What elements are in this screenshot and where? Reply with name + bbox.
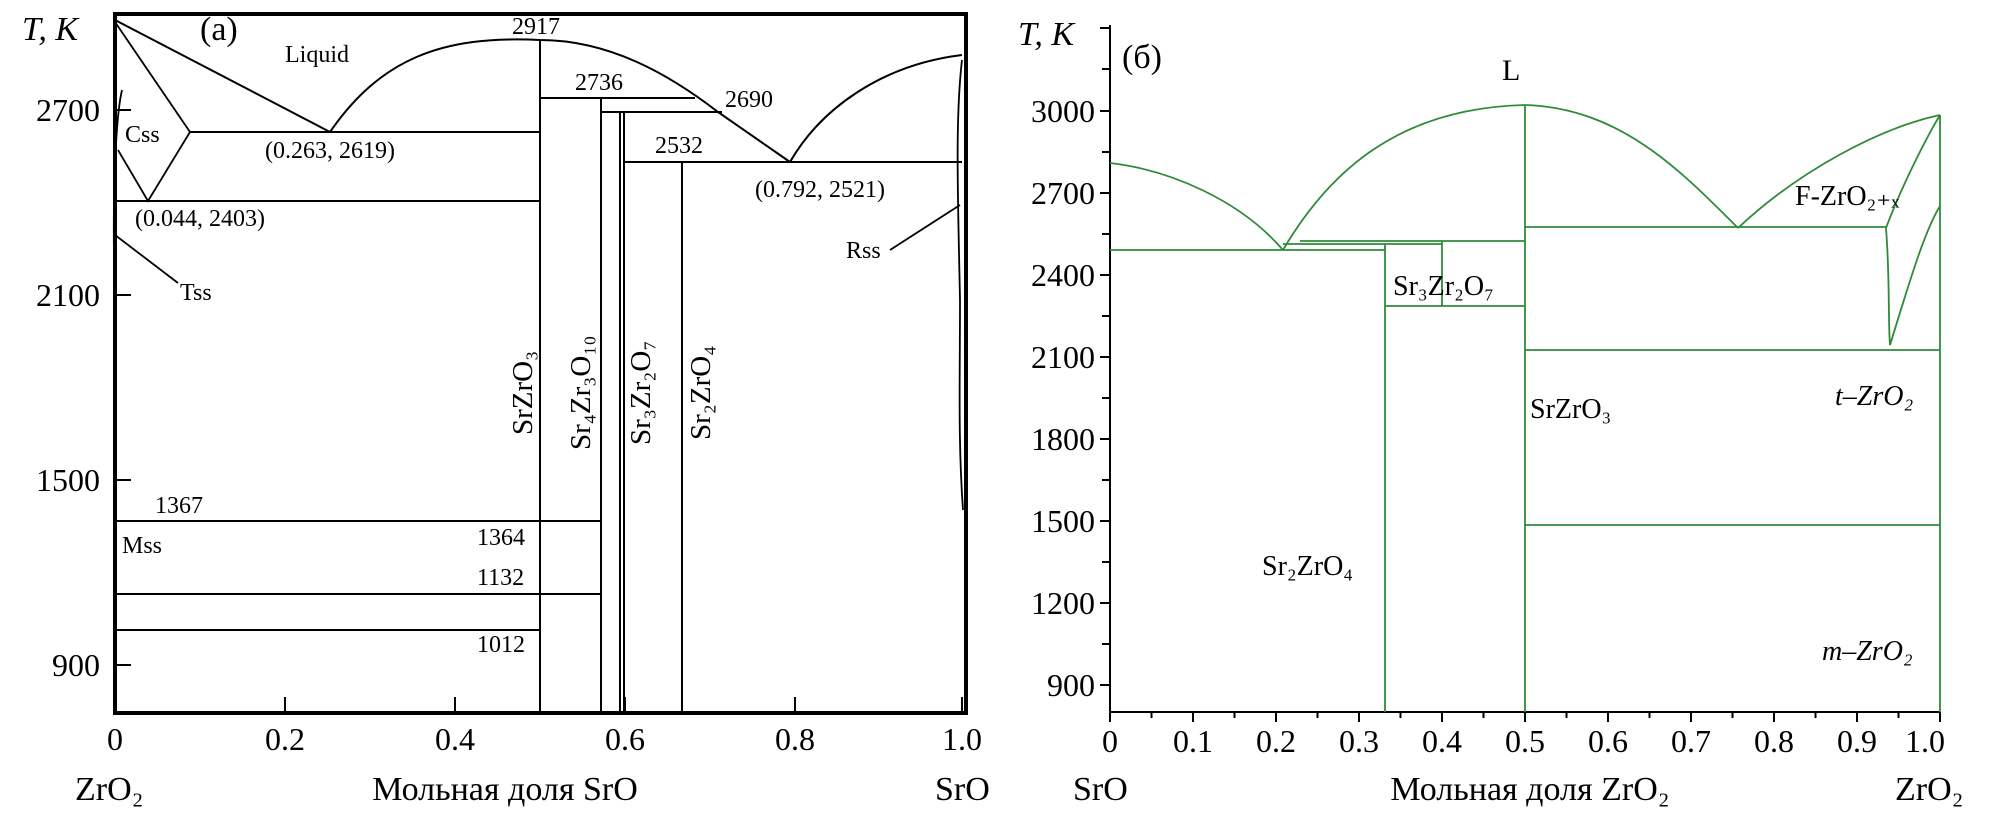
panel-b-phase-sr3zr2o7: Sr₃Zr₂O₇ <box>1393 271 1494 302</box>
panel-b-x-left-label: SrO <box>1073 771 1128 808</box>
panel-b-xtick-05: 0.5 <box>1505 723 1545 759</box>
panel-a-xtick-06: 0.6 <box>605 721 645 757</box>
panel-b-ytick-2100: 2100 <box>1031 339 1095 375</box>
panel-a-compound-label-sr4zr3o10: Sr₄Zr₃O₁₀ <box>565 335 597 450</box>
panel-b-x-ticks <box>1109 712 1941 722</box>
panel-b-xtick-06: 0.6 <box>1588 723 1628 759</box>
panel-b-liquidus-left <box>1109 162 1284 251</box>
panel-b-xlabel: Мольная доля ZrO₂ <box>1390 771 1669 808</box>
panel-a-compound-label-sr2zro4: Sr₂ZrO₄ <box>685 346 717 440</box>
panel-b-phase-fzro2: F-ZrO₂₊ₓ <box>1795 181 1900 212</box>
panel-a-rss-pointer <box>889 204 961 251</box>
panel-b-liquidus-dome <box>1282 104 1739 251</box>
panel-b-phase-tzro2: t–ZrO₂ <box>1835 381 1913 412</box>
panel-b-x-right-label: ZrO₂ <box>1895 771 1964 808</box>
panel-a-x-ticks <box>114 697 963 713</box>
panel-b-ylabel: T, K <box>1018 16 1076 53</box>
panel-b-phase-l: L <box>1502 54 1520 87</box>
panel-a-label-1364: 1364 <box>477 525 525 551</box>
panel-a-ytick-900: 900 <box>52 647 100 683</box>
panel-a-label-1012: 1012 <box>477 632 525 658</box>
panel-b-phase-lines <box>1109 104 1941 712</box>
panel-a-compound-label-sr3zr2o7: Sr₃Zr₂O₇ <box>625 341 657 445</box>
panel-a: 2700 2100 1500 900 0 0.2 0.4 0.6 0.8 1.0… <box>22 11 990 808</box>
panel-b-xtick-0: 0 <box>1102 723 1118 759</box>
panel-b-xtick-10: 1.0 <box>1905 723 1945 759</box>
panel-b-liquidus-right <box>1737 114 1941 229</box>
panel-a-sro-solvus <box>956 59 964 511</box>
panel-b-xtick-02: 0.2 <box>1256 723 1296 759</box>
panel-a-liquidus-dome <box>329 38 719 133</box>
panel-b-ytick-2700: 2700 <box>1031 175 1095 211</box>
panel-a-xtick-04: 0.4 <box>435 721 475 757</box>
panel-a-tss-pointer <box>114 234 179 284</box>
panel-b: 900 1200 1500 1800 2100 2400 2700 3000 0… <box>1018 16 1964 808</box>
panel-b-y-ticks <box>1100 27 1110 686</box>
panel-a-ylabel: T, K <box>22 11 80 48</box>
panel-b-xtick-03: 0.3 <box>1339 723 1379 759</box>
panel-a-label-2917: 2917 <box>512 14 560 40</box>
panel-a-xlabel: Мольная доля SrO <box>372 771 638 808</box>
panel-a-label-1367: 1367 <box>155 493 203 519</box>
panel-a-liquidus-sro <box>789 54 963 163</box>
panel-b-xtick-04: 0.4 <box>1422 723 1462 759</box>
panel-b-phase-sr2zro4: Sr₂ZrO₄ <box>1262 551 1353 582</box>
panel-a-xtick-08: 0.8 <box>775 721 815 757</box>
panel-b-ytick-1500: 1500 <box>1031 503 1095 539</box>
panel-a-y-ticks <box>115 109 131 666</box>
panel-b-ytick-900: 900 <box>1047 667 1095 703</box>
panel-a-compound-label-srzro3: SrZrO₃ <box>507 351 539 435</box>
panel-a-phase-css: Css <box>125 122 160 148</box>
panel-b-ytick-3000: 3000 <box>1031 93 1095 129</box>
panel-a-phase-tss: Tss <box>180 280 212 306</box>
panel-b-ytick-1200: 1200 <box>1031 585 1095 621</box>
panel-a-xtick-0: 0 <box>107 721 123 757</box>
panel-a-eutectic-0792: (0.792, 2521) <box>755 177 885 203</box>
panel-a-css-boundary <box>114 21 192 203</box>
panel-b-xtick-01: 0.1 <box>1173 723 1213 759</box>
panel-b-panel-label: (б) <box>1122 39 1162 76</box>
panel-a-liquidus-left <box>114 19 331 133</box>
panel-a-panel-label: (a) <box>200 11 238 48</box>
panel-b-xtick-08: 0.8 <box>1754 723 1794 759</box>
panel-b-solvus-inner <box>1885 205 1941 346</box>
panel-a-ytick-1500: 1500 <box>36 462 100 498</box>
panel-a-x-right-label: SrO <box>935 771 990 808</box>
panel-b-ytick-2400: 2400 <box>1031 257 1095 293</box>
panel-b-ytick-1800: 1800 <box>1031 421 1095 457</box>
panel-a-xtick-02: 0.2 <box>265 721 305 757</box>
panel-b-phase-srzro3: SrZrO₃ <box>1530 394 1611 425</box>
panel-b-phase-mzro2: m–ZrO₂ <box>1822 636 1913 667</box>
panel-a-phase-mss: Mss <box>122 533 162 559</box>
panel-a-phase-rss: Rss <box>846 238 881 264</box>
panel-b-solvus-outer <box>1885 114 1941 229</box>
panel-a-phase-liquid: Liquid <box>285 42 349 68</box>
panel-a-ytick-2700: 2700 <box>36 92 100 128</box>
panel-a-label-1132: 1132 <box>477 565 524 591</box>
panel-a-label-2736: 2736 <box>575 70 623 96</box>
panel-a-x-left-label: ZrO₂ <box>75 771 144 808</box>
panel-a-ytick-2100: 2100 <box>36 277 100 313</box>
panel-a-eutectic-0044: (0.044, 2403) <box>135 206 265 232</box>
panel-a-tss-boundary <box>112 89 123 301</box>
panel-b-xtick-07: 0.7 <box>1671 723 1711 759</box>
panel-b-xtick-09: 0.9 <box>1837 723 1877 759</box>
panel-a-label-2532: 2532 <box>655 133 703 159</box>
panel-a-label-2690: 2690 <box>725 87 773 113</box>
panel-a-liquidus-right-dome <box>717 111 791 163</box>
panel-a-eutectic-0263: (0.263, 2619) <box>265 138 395 164</box>
panel-a-xtick-10: 1.0 <box>942 721 982 757</box>
